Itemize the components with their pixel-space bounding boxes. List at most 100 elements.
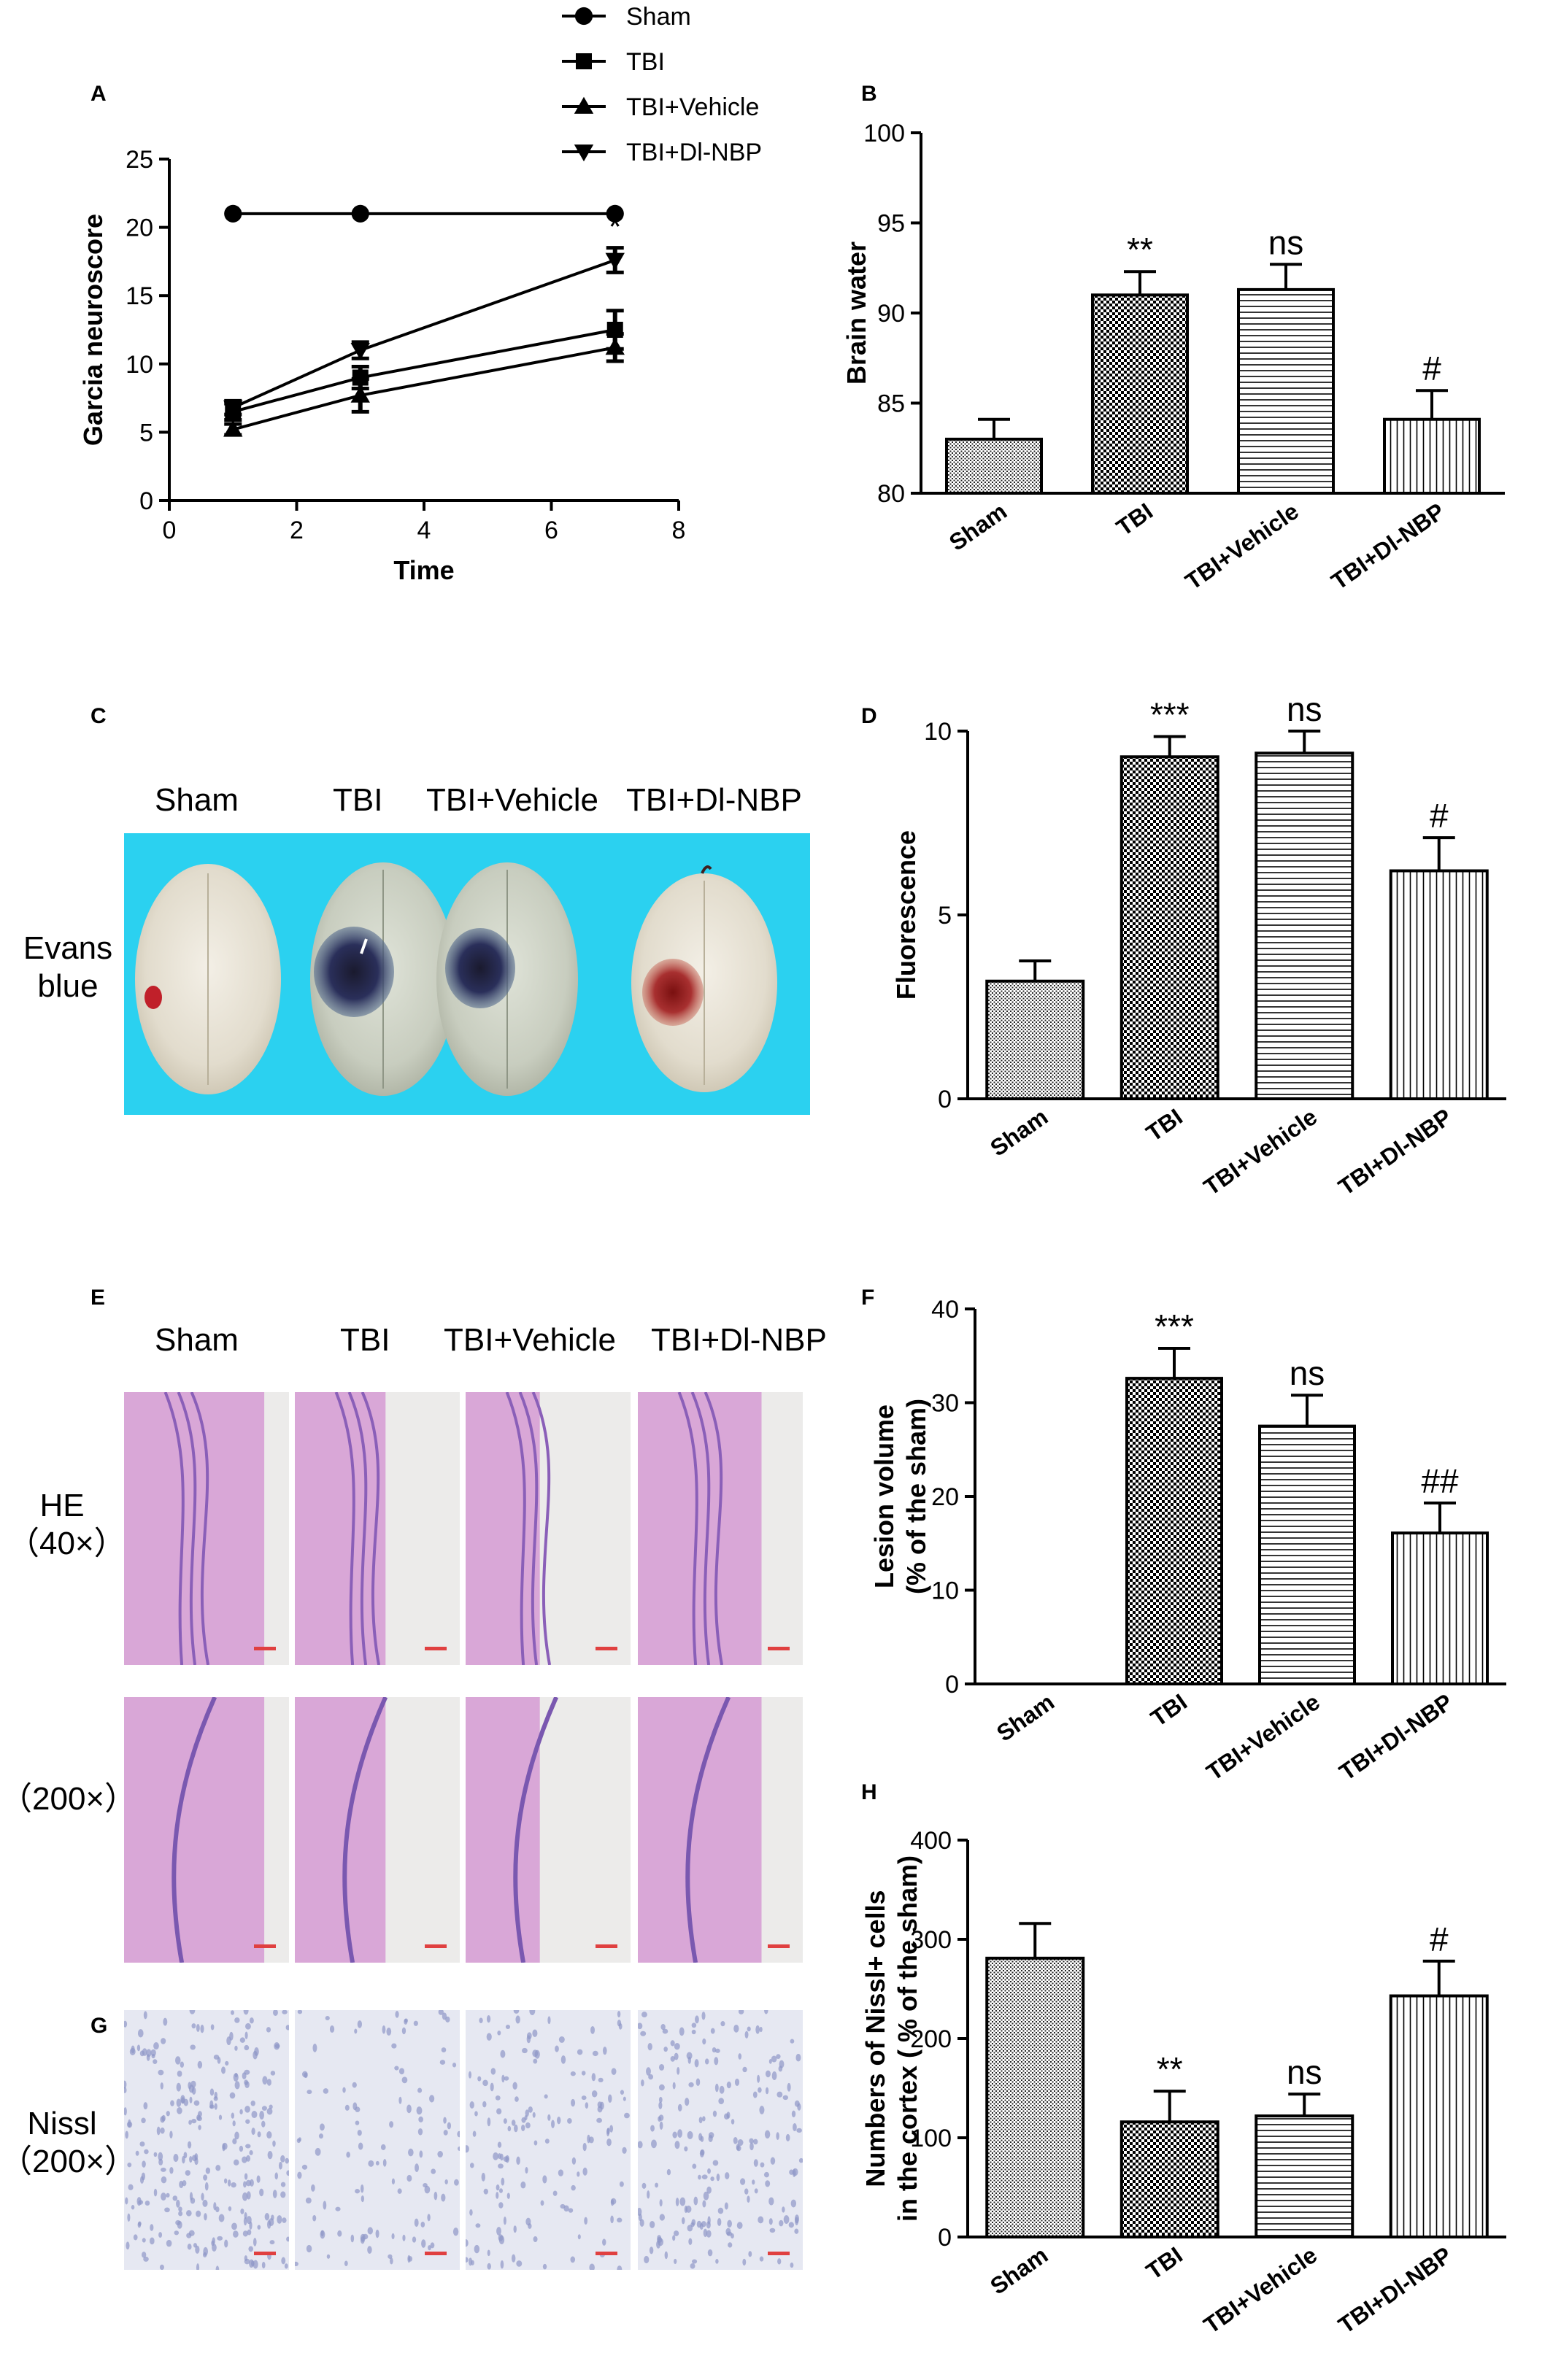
nissl-cell (143, 2102, 148, 2110)
nissl-cell (239, 2145, 244, 2152)
nissl-cell (249, 2149, 253, 2155)
y-axis-label: Lesion volume (869, 1405, 899, 1588)
nissl-cell (658, 2064, 665, 2071)
nissl-cell (702, 2116, 706, 2122)
caption-e-vehicle: TBI+Vehicle (444, 1322, 617, 1358)
hippocampus-layer (347, 1392, 368, 1665)
y-axis-label: Fluorescence (891, 830, 921, 1000)
nissl-cell (272, 2140, 276, 2147)
nissl-cell (150, 2049, 156, 2057)
y-tick-label: 30 (931, 1390, 959, 1418)
x-tick-label-tbi-vehicle: TBI+Vehicle (1199, 1103, 1322, 1200)
nissl-cell (522, 2047, 528, 2054)
nissl-cell (472, 2130, 477, 2137)
nissl-cell (269, 2104, 273, 2109)
nissl-cell (757, 2074, 760, 2083)
nissl-cell (725, 2172, 730, 2179)
nissl-cell (487, 2249, 490, 2257)
nissl-cell (794, 2228, 799, 2234)
x-tick-label: 8 (672, 517, 686, 544)
nissl-cell (358, 2142, 363, 2150)
y-tick-label: 10 (126, 351, 153, 379)
nissl-cell (691, 2029, 696, 2035)
nissl-cell (659, 2199, 663, 2207)
y-axis-label: Garcia neuroscore (78, 214, 108, 446)
nissl-cell (164, 2207, 170, 2213)
nissl-cell (469, 2163, 474, 2168)
nissl-cell (570, 2071, 576, 2076)
nissl-cell (710, 2028, 715, 2034)
nissl-cell (433, 2191, 438, 2201)
nissl-cell (352, 2082, 357, 2088)
nissl-cell (670, 2056, 675, 2062)
nissl-cell (182, 2155, 185, 2164)
point-tbi-vehicle (223, 420, 243, 437)
nissl-cell (420, 2222, 425, 2228)
nissl-cell (691, 2022, 697, 2028)
nissl-cell (577, 2171, 580, 2177)
nissl-cell (504, 2076, 509, 2081)
nissl-cell (650, 2220, 655, 2228)
nissl-cell (257, 2225, 261, 2230)
nissl-cell (124, 2087, 127, 2093)
nissl-cell (641, 2012, 647, 2017)
nissl-cell (790, 2263, 794, 2268)
nissl-cell (765, 2180, 771, 2187)
nissl-cell (783, 2215, 790, 2225)
nissl-cell (169, 2130, 173, 2138)
nissl-cell (239, 2109, 243, 2115)
nissl-cell (245, 2022, 251, 2030)
nissl-cell (161, 2192, 166, 2201)
he-40x-nbp (638, 1392, 803, 1665)
nissl-cell (759, 2026, 763, 2033)
nissl-cell (736, 2222, 743, 2229)
nissl-cell (588, 2136, 594, 2144)
nissl-cell (183, 2098, 189, 2106)
nissl-cell (664, 2251, 668, 2260)
nissl-cell (307, 2090, 312, 2095)
nissl-cell (577, 2049, 583, 2055)
nissl-cell (245, 2155, 251, 2162)
nissl-cell (498, 2202, 504, 2209)
nissl-cell (244, 2173, 248, 2180)
nissl-cell (188, 2120, 192, 2125)
sig-label-tbi-vehicle: ns (1290, 1354, 1325, 1392)
nissl-cell (233, 2073, 239, 2082)
nissl-cell (380, 2144, 386, 2150)
nissl-cell (581, 2071, 586, 2076)
nissl-cell (525, 2109, 529, 2117)
nissl-cell (390, 2257, 393, 2265)
bar-tbi (1120, 755, 1219, 1100)
nissl-cell (528, 2106, 533, 2113)
nissl-cell (234, 2045, 238, 2051)
nissl-cell (266, 2108, 273, 2115)
hippocampus-layer (190, 1392, 210, 1665)
nissl-cell (323, 2201, 327, 2210)
nissl-cell (150, 2224, 154, 2231)
nissl-cell (417, 2128, 423, 2136)
nissl-cell (352, 2102, 358, 2111)
nissl-cell (542, 2175, 547, 2184)
nissl-cell (738, 2053, 742, 2060)
nissl-cell (500, 2049, 506, 2058)
x-tick-label: 0 (163, 517, 177, 544)
nissl-cell (638, 2214, 642, 2222)
nissl-cell (215, 2165, 221, 2171)
nissl-cell (189, 2155, 193, 2163)
nissl-cell (658, 2096, 663, 2103)
x-tick-label-tbi-dl-nbp: TBI+Dl-NBP (1327, 498, 1449, 595)
nissl-cell (429, 2095, 435, 2103)
nissl-cell (457, 2130, 460, 2138)
nissl-cell (718, 2098, 725, 2105)
nissl-cell (609, 2125, 614, 2133)
nissl-cell (200, 2024, 204, 2033)
nissl-cell (221, 2066, 226, 2074)
nissl-cell (414, 2218, 419, 2228)
nissl-cell (231, 2182, 236, 2188)
nissl-cell (720, 2021, 725, 2027)
nissl-cell (337, 2230, 342, 2237)
nissl-cell (650, 2125, 655, 2132)
x-tick-label-tbi-vehicle: TBI+Vehicle (1199, 2241, 1322, 2338)
nissl-cell (427, 2214, 431, 2222)
nissl-cell (659, 2214, 666, 2221)
